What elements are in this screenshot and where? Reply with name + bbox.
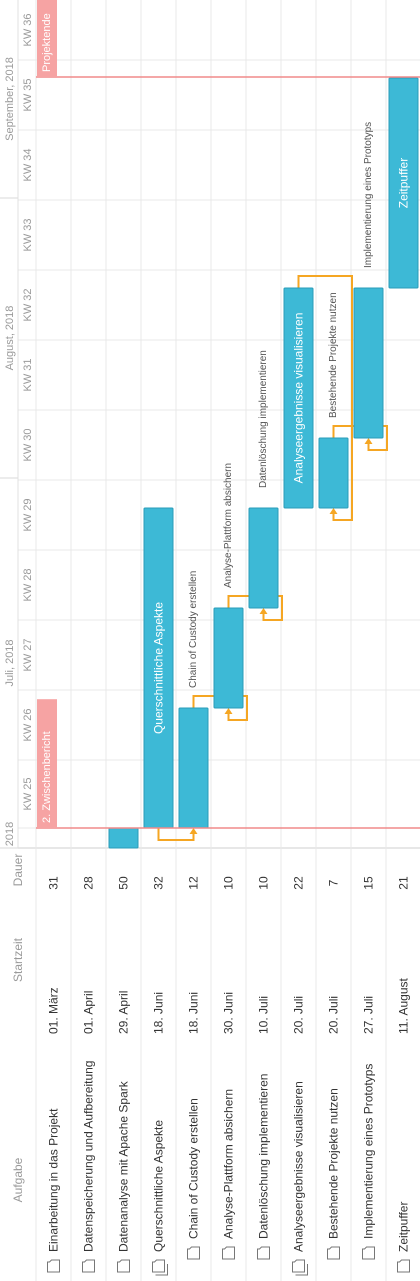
folder-icon[interactable] <box>47 1259 60 1273</box>
dependency-link <box>192 695 248 721</box>
week-label: KW 32 <box>22 288 34 321</box>
task-duration: 22 <box>292 876 306 890</box>
week-label: KW 28 <box>22 568 34 601</box>
task-bar[interactable] <box>283 287 314 509</box>
task-start: 01. März <box>47 987 61 1034</box>
week-label: KW 26 <box>22 708 34 741</box>
task-start: 18. Juni <box>152 992 166 1034</box>
task-duration: 32 <box>152 876 166 890</box>
task-bar[interactable] <box>318 437 349 509</box>
task-duration: 15 <box>362 876 376 890</box>
week-label: KW 35 <box>22 78 34 111</box>
task-start: 01. April <box>82 991 96 1034</box>
task-bar[interactable] <box>213 607 244 709</box>
link-arrow-icon <box>189 828 198 834</box>
task-duration: 31 <box>47 876 61 890</box>
month-label: 2018 <box>4 822 16 846</box>
task-duration: 21 <box>397 876 411 890</box>
task-start: 29. April <box>117 991 131 1034</box>
bar-label: Analyseergebnisse visualisieren <box>292 313 306 484</box>
column-header-task: Aufgabe <box>11 1157 25 1202</box>
milestone-label: Projektende <box>41 13 53 72</box>
dependency-link <box>157 828 195 841</box>
bar-label: Chain of Custody erstellen <box>188 571 199 688</box>
dependency-link <box>332 425 388 451</box>
week-label: KW 29 <box>22 498 34 531</box>
dependency-link <box>227 595 283 621</box>
week-label: KW 34 <box>22 148 34 181</box>
task-duration: 50 <box>117 876 131 890</box>
task-name: Datenlöschung implementieren <box>257 1074 271 1239</box>
task-name: Analyseergebnisse visualisieren <box>292 1081 306 1252</box>
task-start: 18. Juni <box>187 992 201 1034</box>
bar-label: Zeitpuffer <box>397 158 411 208</box>
task-name: Bestehende Projekte nutzen <box>327 1088 341 1239</box>
task-name: Analyse-Plattform absichern <box>222 1089 236 1239</box>
month-label: August, 2018 <box>4 306 16 371</box>
task-bar[interactable] <box>178 707 209 829</box>
month-label: September, 2018 <box>4 57 16 141</box>
week-label: KW 31 <box>22 358 34 391</box>
bar-label: Datenlöschung implementieren <box>258 350 269 488</box>
task-start: 30. Juni <box>222 992 236 1034</box>
folder-group-icon[interactable] <box>292 1259 308 1276</box>
bar-label: Implementierung eines Prototyps <box>363 122 374 268</box>
task-start: 20. Juli <box>292 996 306 1034</box>
month-label: Juli, 2018 <box>4 639 16 686</box>
week-label: KW 30 <box>22 428 34 461</box>
bar-label: Analyse-Plattform absichern <box>223 463 234 588</box>
folder-icon[interactable] <box>222 1246 235 1260</box>
task-name: Datenspeicherung und Aufbereitung <box>82 1061 96 1252</box>
link-arrow-icon <box>224 708 233 714</box>
folder-group-icon[interactable] <box>152 1259 168 1276</box>
link-arrow-icon <box>364 438 373 444</box>
task-duration: 28 <box>82 876 96 890</box>
task-start: 27. Juli <box>362 996 376 1034</box>
link-arrow-icon <box>329 508 338 514</box>
task-bar[interactable] <box>353 287 384 439</box>
task-duration: 12 <box>187 876 201 890</box>
week-label: KW 25 <box>22 777 34 810</box>
bar-label: Querschnittliche Aspekte <box>152 602 166 734</box>
bar-label: Bestehende Projekte nutzen <box>328 292 339 418</box>
task-start: 11. August <box>397 978 411 1034</box>
week-label: KW 33 <box>22 218 34 251</box>
task-bar[interactable] <box>108 827 139 849</box>
folder-icon[interactable] <box>82 1259 95 1273</box>
task-duration: 10 <box>257 876 271 890</box>
task-start: 10. Juli <box>257 996 271 1034</box>
folder-icon[interactable] <box>187 1246 200 1260</box>
folder-icon[interactable] <box>327 1246 340 1260</box>
milestone-flag[interactable] <box>37 0 57 77</box>
link-arrow-icon <box>259 608 268 614</box>
folder-icon[interactable] <box>257 1246 270 1260</box>
column-header-start: Startzeit <box>11 937 25 982</box>
folder-icon[interactable] <box>362 1246 375 1260</box>
task-name: Einarbeitung in das Projekt <box>47 1108 61 1252</box>
task-duration: 7 <box>327 879 341 886</box>
column-header-duration: Dauer <box>11 854 25 887</box>
task-bar[interactable] <box>388 77 419 289</box>
task-start: 20. Juli <box>327 996 341 1034</box>
task-bar[interactable] <box>248 507 279 609</box>
milestone-label: 2. Zwischenbericht <box>41 731 53 823</box>
dependency-link <box>297 275 353 521</box>
task-name: Datenanalyse mit Apache Spark <box>117 1080 131 1252</box>
task-duration: 10 <box>222 876 236 890</box>
task-name: Querschnittliche Aspekte <box>152 1120 166 1252</box>
week-label: KW 27 <box>22 638 34 671</box>
folder-icon[interactable] <box>117 1259 130 1273</box>
task-name: Chain of Custody erstellen <box>187 1098 201 1239</box>
folder-icon[interactable] <box>397 1259 410 1273</box>
week-label: KW 36 <box>22 13 34 46</box>
milestone-flag[interactable] <box>37 699 57 828</box>
task-name: Implementierung eines Prototyps <box>362 1064 376 1239</box>
task-name: Zeitpuffer <box>397 1202 411 1252</box>
